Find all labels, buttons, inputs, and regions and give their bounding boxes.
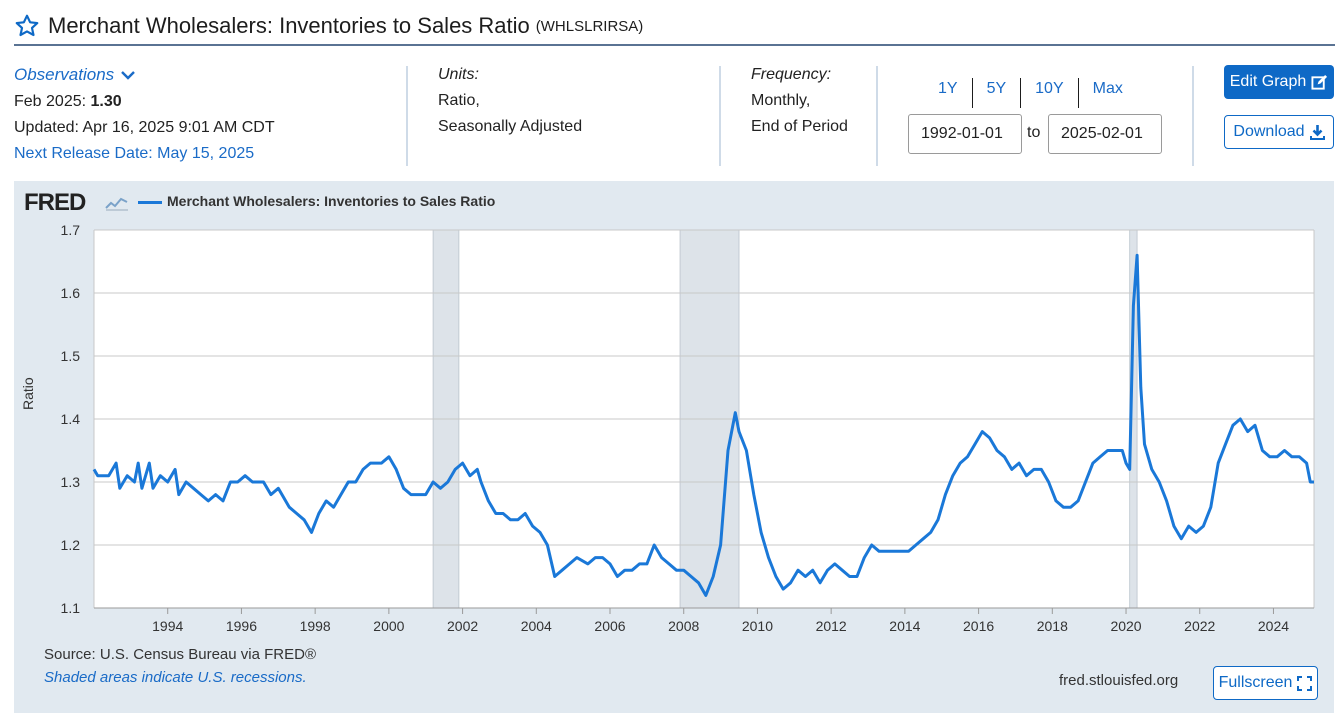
y-tick-label: 1.7: [61, 222, 81, 238]
x-tick-label: 2020: [1110, 618, 1141, 634]
x-tick-label: 1996: [226, 618, 257, 634]
x-tick-label: 2002: [447, 618, 478, 634]
range-5y-button[interactable]: 5Y: [986, 80, 1007, 97]
units-value-2: Seasonally Adjusted: [438, 118, 583, 135]
y-tick-label: 1.2: [61, 537, 81, 553]
observations-panel: Observations Feb 2025: 1.30 Updated: Apr…: [14, 62, 275, 167]
x-tick-label: 2022: [1184, 618, 1215, 634]
legend-swatch: [138, 201, 162, 204]
x-tick-label: 1998: [300, 618, 331, 634]
range-separator: [1020, 78, 1022, 108]
end-date-input[interactable]: [1048, 114, 1162, 154]
fred-logo: FRED: [24, 189, 86, 216]
units-value-1: Ratio,: [438, 92, 480, 109]
download-button[interactable]: Download: [1224, 115, 1334, 149]
divider: [406, 66, 408, 166]
legend-label: Merchant Wholesalers: Inventories to Sal…: [167, 193, 496, 209]
start-date-input[interactable]: [908, 114, 1022, 154]
x-tick-label: 2010: [742, 618, 773, 634]
x-tick-label: 2018: [1037, 618, 1068, 634]
range-separator: [971, 78, 973, 108]
observation-date: Feb 2025:: [14, 93, 87, 110]
frequency-value-2: End of Period: [751, 118, 848, 135]
y-tick-label: 1.1: [61, 600, 81, 616]
y-tick-label: 1.6: [61, 285, 81, 301]
recession-note: Shaded areas indicate U.S. recessions.: [44, 669, 307, 686]
page-header: Merchant Wholesalers: Inventories to Sal…: [14, 8, 1335, 46]
x-tick-label: 2024: [1258, 618, 1289, 634]
y-tick-label: 1.5: [61, 348, 81, 364]
download-icon: [1309, 125, 1325, 140]
units-panel: Units: Ratio, Seasonally Adjusted: [438, 62, 582, 140]
x-tick-label: 2004: [521, 618, 552, 634]
chevron-down-icon: [120, 71, 135, 80]
x-tick-label: 2012: [816, 618, 847, 634]
fullscreen-label: Fullscreen: [1218, 674, 1293, 691]
edit-graph-label: Edit Graph: [1229, 73, 1307, 90]
x-tick-label: 2014: [889, 618, 920, 634]
divider: [1192, 66, 1194, 166]
frequency-value-1: Monthly,: [751, 92, 811, 109]
edit-icon: [1311, 74, 1328, 90]
page-title: Merchant Wholesalers: Inventories to Sal…: [48, 13, 530, 38]
x-tick-label: 1994: [152, 618, 183, 634]
series-line: [92, 253, 1314, 597]
divider: [876, 66, 878, 166]
source-text: Source: U.S. Census Bureau via FRED®: [44, 646, 316, 663]
y-tick-label: 1.3: [61, 474, 81, 490]
frequency-panel: Frequency: Monthly, End of Period: [751, 62, 848, 140]
fullscreen-button[interactable]: Fullscreen: [1213, 666, 1318, 700]
y-tick-label: 1.4: [61, 411, 81, 427]
fullscreen-icon: [1297, 675, 1313, 691]
fred-logo-graph-icon: [105, 197, 128, 211]
updated-text: Updated: Apr 16, 2025 9:01 AM CDT: [14, 119, 275, 136]
range-separator: [1077, 78, 1079, 108]
frequency-label: Frequency:: [751, 66, 832, 83]
star-outline-icon[interactable]: [14, 13, 40, 39]
x-tick-label: 2000: [373, 618, 404, 634]
x-tick-label: 2016: [963, 618, 994, 634]
range-max-button[interactable]: Max: [1092, 80, 1123, 97]
y-axis-label: Ratio: [20, 377, 36, 410]
units-label: Units:: [438, 66, 479, 83]
range-10y-button[interactable]: 10Y: [1035, 80, 1064, 97]
series-id: (WHLSLRIRSA): [535, 17, 644, 35]
observation-value: 1.30: [90, 93, 122, 110]
next-release-link[interactable]: Next Release Date: May 15, 2025: [14, 145, 255, 162]
date-to-label: to: [1027, 124, 1041, 141]
download-label: Download: [1233, 123, 1305, 140]
divider: [719, 66, 721, 166]
observations-toggle[interactable]: Observations: [14, 62, 275, 89]
x-tick-label: 2008: [668, 618, 699, 634]
range-selector: 1Y 5Y 10Y Max: [924, 78, 1137, 108]
observations-label: Observations: [14, 65, 115, 84]
edit-graph-button[interactable]: Edit Graph: [1224, 65, 1334, 99]
x-tick-label: 2006: [594, 618, 625, 634]
fred-url: fred.stlouisfed.org: [1059, 672, 1179, 689]
range-1y-button[interactable]: 1Y: [938, 80, 958, 97]
